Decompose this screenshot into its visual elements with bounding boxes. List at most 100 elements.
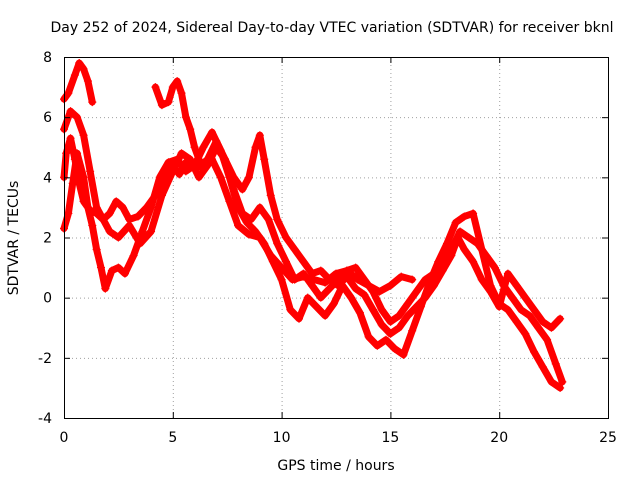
data-point	[503, 269, 512, 278]
data-point	[312, 302, 321, 311]
data-point	[412, 302, 421, 311]
data-point	[238, 185, 247, 194]
data-point	[469, 209, 478, 218]
data-point	[173, 77, 182, 86]
y-tick-label: 0	[43, 291, 52, 307]
data-point	[547, 323, 556, 332]
data-point	[308, 269, 317, 278]
data-point	[64, 209, 73, 218]
data-point	[355, 308, 364, 317]
data-point	[538, 317, 547, 326]
data-point	[151, 83, 160, 92]
data-point	[558, 377, 567, 386]
data-point	[266, 191, 275, 200]
data-point	[325, 284, 334, 293]
data-point	[125, 221, 134, 230]
data-point	[129, 251, 138, 260]
axis-ticks: 0 5 10 15 20 25 -4 -2 0 2 4 6 8	[38, 50, 617, 446]
data-point	[299, 257, 308, 266]
data-point	[308, 281, 317, 290]
data-point	[96, 263, 105, 272]
x-tick-label: 20	[490, 430, 508, 446]
data-point	[408, 275, 417, 284]
y-axis-title: SDTVAR / TECUs	[6, 181, 22, 296]
data-point	[295, 314, 304, 323]
series-points-track-1	[60, 59, 97, 107]
data-point	[105, 209, 114, 218]
data-point	[177, 149, 186, 158]
data-point	[147, 203, 156, 212]
data-point	[244, 173, 253, 182]
data-point	[512, 281, 521, 290]
data-point	[538, 362, 547, 371]
data-point	[368, 305, 377, 314]
data-point	[464, 233, 473, 242]
series-line-track-5	[151, 77, 564, 338]
x-tick-label: 0	[60, 430, 69, 446]
data-point	[412, 287, 421, 296]
data-point	[186, 125, 195, 134]
data-point	[118, 203, 127, 212]
data-point	[325, 275, 334, 284]
data-point	[105, 227, 114, 236]
data-point	[547, 377, 556, 386]
x-tick-label: 15	[381, 430, 399, 446]
data-point	[403, 311, 412, 320]
data-point	[364, 332, 373, 341]
data-point	[453, 233, 462, 242]
data-point	[408, 326, 417, 335]
data-point	[395, 311, 404, 320]
y-tick-label: 2	[43, 231, 52, 247]
data-point	[456, 227, 465, 236]
data-point	[88, 221, 97, 230]
data-point	[503, 305, 512, 314]
data-point	[264, 215, 273, 224]
data-point	[403, 299, 412, 308]
data-point	[286, 305, 295, 314]
data-point	[164, 98, 173, 107]
data-point	[83, 203, 92, 212]
series-line-track-4	[60, 107, 566, 386]
data-point	[373, 341, 382, 350]
data-point	[556, 314, 565, 323]
data-point	[386, 281, 395, 290]
data-point	[334, 281, 343, 290]
data-point	[551, 359, 560, 368]
data-point	[281, 257, 290, 266]
data-point	[377, 320, 386, 329]
data-point	[438, 266, 447, 275]
data-point	[516, 305, 525, 314]
chart-title: Day 252 of 2024, Sidereal Day-to-day VTE…	[51, 20, 614, 36]
data-point	[490, 263, 499, 272]
data-point	[114, 233, 123, 242]
data-point	[512, 317, 521, 326]
data-point	[234, 221, 243, 230]
data-point	[277, 275, 286, 284]
data-point	[221, 155, 230, 164]
data-point	[273, 215, 282, 224]
x-tick-label: 25	[599, 430, 617, 446]
data-point	[66, 134, 75, 143]
data-series	[60, 59, 567, 392]
data-point	[530, 305, 539, 314]
data-point	[64, 89, 73, 98]
data-point	[442, 239, 451, 248]
data-point	[316, 266, 325, 275]
data-point	[107, 266, 116, 275]
data-point	[79, 65, 88, 74]
data-point	[386, 329, 395, 338]
data-point	[543, 335, 552, 344]
data-point	[136, 239, 145, 248]
data-point	[530, 347, 539, 356]
data-point	[451, 218, 460, 227]
data-point	[434, 257, 443, 266]
data-point	[251, 227, 260, 236]
data-point	[399, 350, 408, 359]
data-point	[181, 113, 190, 122]
data-point	[225, 197, 234, 206]
data-point	[79, 173, 88, 182]
data-point	[469, 257, 478, 266]
data-point	[260, 239, 269, 248]
data-point	[73, 149, 82, 158]
data-point	[92, 245, 101, 254]
